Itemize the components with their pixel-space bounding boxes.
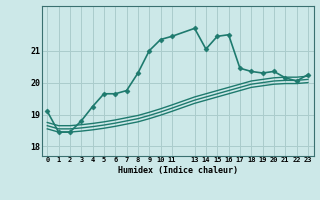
X-axis label: Humidex (Indice chaleur): Humidex (Indice chaleur) <box>118 166 237 175</box>
